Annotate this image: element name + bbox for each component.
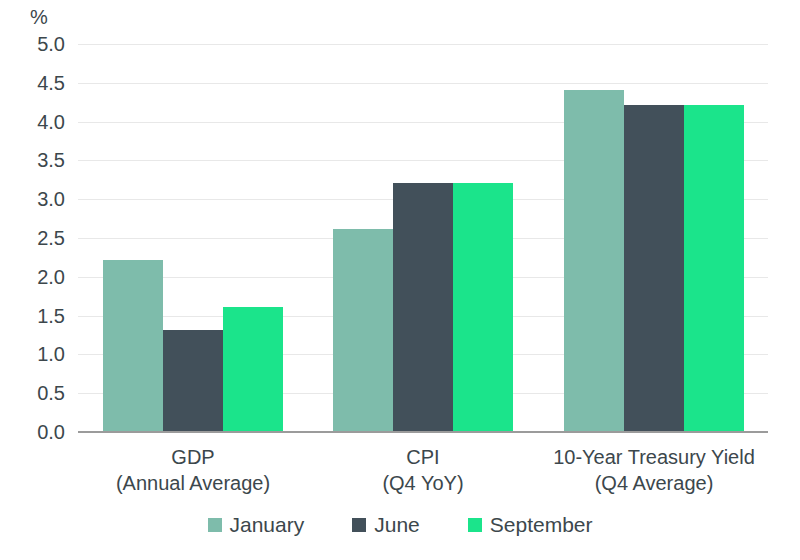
bar-september-10-year-treasury-yield [684,105,744,431]
bar-january-10-year-treasury-yield [564,90,624,431]
gridline [78,44,768,45]
grouped-bar-chart: % 0.00.51.01.52.02.53.03.54.04.55.0 GDP … [0,0,800,560]
bar-january-cpi [333,229,393,431]
y-axis-tick-label: 0.0 [0,422,65,442]
plot-area [78,44,768,432]
legend: January June September [0,514,800,535]
y-axis-tick-label: 1.5 [0,306,65,326]
gridline [78,83,768,84]
bar-september-gdp [223,307,283,431]
y-axis-tick-label: 4.5 [0,73,65,93]
x-axis-line [78,431,768,433]
bar-september-cpi [453,183,513,431]
legend-swatch-january-icon [208,518,222,532]
category-label: 10-Year Treasury Yield [504,444,800,470]
x-axis-label-treasury: 10-Year Treasury Yield (Q4 Average) [504,444,800,496]
legend-item-june: June [352,514,420,535]
legend-label: June [374,514,420,535]
legend-item-september: September [468,514,593,535]
y-axis-tick-label: 2.0 [0,267,65,287]
legend-item-january: January [208,514,305,535]
y-axis-tick-label: 2.5 [0,228,65,248]
legend-label: January [230,514,305,535]
y-axis-tick-label: 5.0 [0,34,65,54]
y-axis-tick-label: 3.0 [0,189,65,209]
bar-june-cpi [393,183,453,431]
y-axis-tick-label: 3.5 [0,150,65,170]
legend-label: September [490,514,593,535]
legend-swatch-september-icon [468,518,482,532]
bar-june-10-year-treasury-yield [624,105,684,431]
legend-swatch-june-icon [352,518,366,532]
y-axis-tick-label: 0.5 [0,383,65,403]
bar-june-gdp [163,330,223,431]
category-sublabel: (Q4 Average) [504,470,800,496]
bar-january-gdp [103,260,163,431]
y-axis-tick-label: 1.0 [0,344,65,364]
y-axis-tick-label: 4.0 [0,112,65,132]
y-axis-unit-label: % [30,6,48,29]
